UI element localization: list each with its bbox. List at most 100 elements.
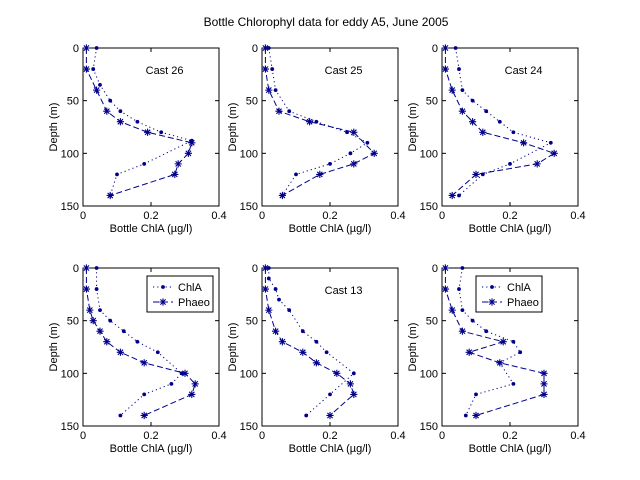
y-tick-label: 0 (432, 263, 438, 275)
data-point (273, 287, 278, 291)
y-tick-label: 50 (426, 316, 438, 328)
data-point (448, 86, 456, 94)
x-tick-label: 0.2 (322, 210, 337, 222)
series-phaeo (82, 264, 199, 420)
data-point (328, 392, 332, 397)
data-point (89, 317, 97, 325)
data-point (458, 107, 466, 115)
data-point (370, 149, 378, 157)
x-axis-label: Bottle ChlA (µg/l) (469, 443, 552, 455)
y-tick-label: 0 (432, 43, 438, 55)
legend-box (475, 275, 543, 313)
x-tick-label: 0.4 (390, 430, 405, 442)
data-point (155, 350, 160, 355)
cast-annotation: Cast 26 (146, 65, 184, 77)
y-axis-label: Depth (m) (48, 323, 60, 372)
data-point (496, 359, 504, 367)
data-point (278, 191, 286, 200)
data-point (266, 276, 271, 281)
x-axis-label: Bottle ChlA (µg/l) (469, 223, 552, 235)
legend: ChlA Phaeo (146, 275, 214, 313)
y-axis-label: Depth (m) (407, 103, 419, 152)
data-point (540, 369, 548, 377)
data-point (169, 381, 174, 386)
data-point (350, 390, 358, 398)
data-point (460, 266, 465, 270)
data-point (548, 140, 553, 145)
x-tick-label: 0.4 (211, 430, 226, 442)
data-point (470, 98, 475, 103)
x-tick-label: 0.4 (570, 210, 585, 222)
y-tick-label: 150 (420, 201, 438, 213)
x-tick-label: 0.2 (143, 210, 158, 222)
y-tick-label: 150 (61, 201, 79, 213)
legend-entry: ChlA (507, 282, 532, 294)
data-point (484, 109, 489, 114)
plot-area (82, 47, 220, 207)
data-point (316, 170, 324, 178)
series-line (458, 267, 521, 416)
data-point (106, 191, 114, 200)
data-point (300, 329, 305, 334)
data-point (115, 172, 119, 177)
y-tick-label: 0 (252, 263, 258, 275)
series-chla (453, 46, 553, 198)
data-point (116, 118, 124, 126)
x-axis-label: Bottle ChlA (µg/l) (110, 223, 193, 235)
data-point (441, 285, 449, 293)
data-point (261, 285, 269, 293)
data-point (472, 170, 480, 178)
data-point (121, 329, 126, 334)
x-tick-label: 0.2 (143, 430, 158, 442)
y-tick-label: 100 (420, 148, 438, 160)
y-tick-label: 100 (240, 368, 258, 380)
data-point (365, 140, 370, 145)
data-point (108, 98, 113, 103)
data-point (287, 308, 292, 313)
series-chla (266, 266, 356, 418)
data-point (328, 161, 332, 166)
data-point (463, 413, 468, 418)
data-point (314, 339, 319, 344)
legend-marker (161, 285, 165, 289)
legend-marker (159, 298, 167, 306)
data-point (550, 149, 558, 157)
legend-entry: Phaeo (507, 297, 539, 309)
data-point (118, 413, 123, 418)
series-phaeo (261, 264, 358, 420)
data-point (94, 266, 99, 270)
data-point (171, 170, 179, 178)
x-tick-label: 0.4 (211, 210, 226, 222)
y-tick-label: 150 (420, 421, 438, 433)
cast-annotation: Cast 25 (325, 65, 363, 77)
data-point (520, 139, 528, 147)
series-chla (91, 46, 194, 198)
data-point (86, 306, 94, 314)
legend-marker (490, 285, 494, 289)
series-chla (457, 266, 523, 418)
data-point (441, 264, 449, 272)
y-tick-label: 0 (73, 43, 79, 55)
data-point (312, 359, 320, 367)
data-point (142, 161, 147, 166)
data-point (275, 107, 283, 115)
data-point (287, 109, 292, 114)
data-point (469, 118, 477, 126)
y-axis-label: Depth (m) (407, 323, 419, 372)
data-point (484, 329, 489, 334)
data-point (188, 139, 196, 147)
data-point (135, 339, 140, 344)
data-point (261, 44, 269, 52)
y-tick-label: 50 (67, 316, 79, 328)
data-point (348, 151, 353, 156)
series-line (85, 268, 196, 416)
data-point (533, 160, 541, 168)
data-point (346, 380, 354, 388)
data-point (159, 130, 164, 135)
y-tick-label: 50 (246, 96, 258, 108)
x-tick-label: 0.4 (570, 430, 585, 442)
data-point (333, 369, 341, 377)
